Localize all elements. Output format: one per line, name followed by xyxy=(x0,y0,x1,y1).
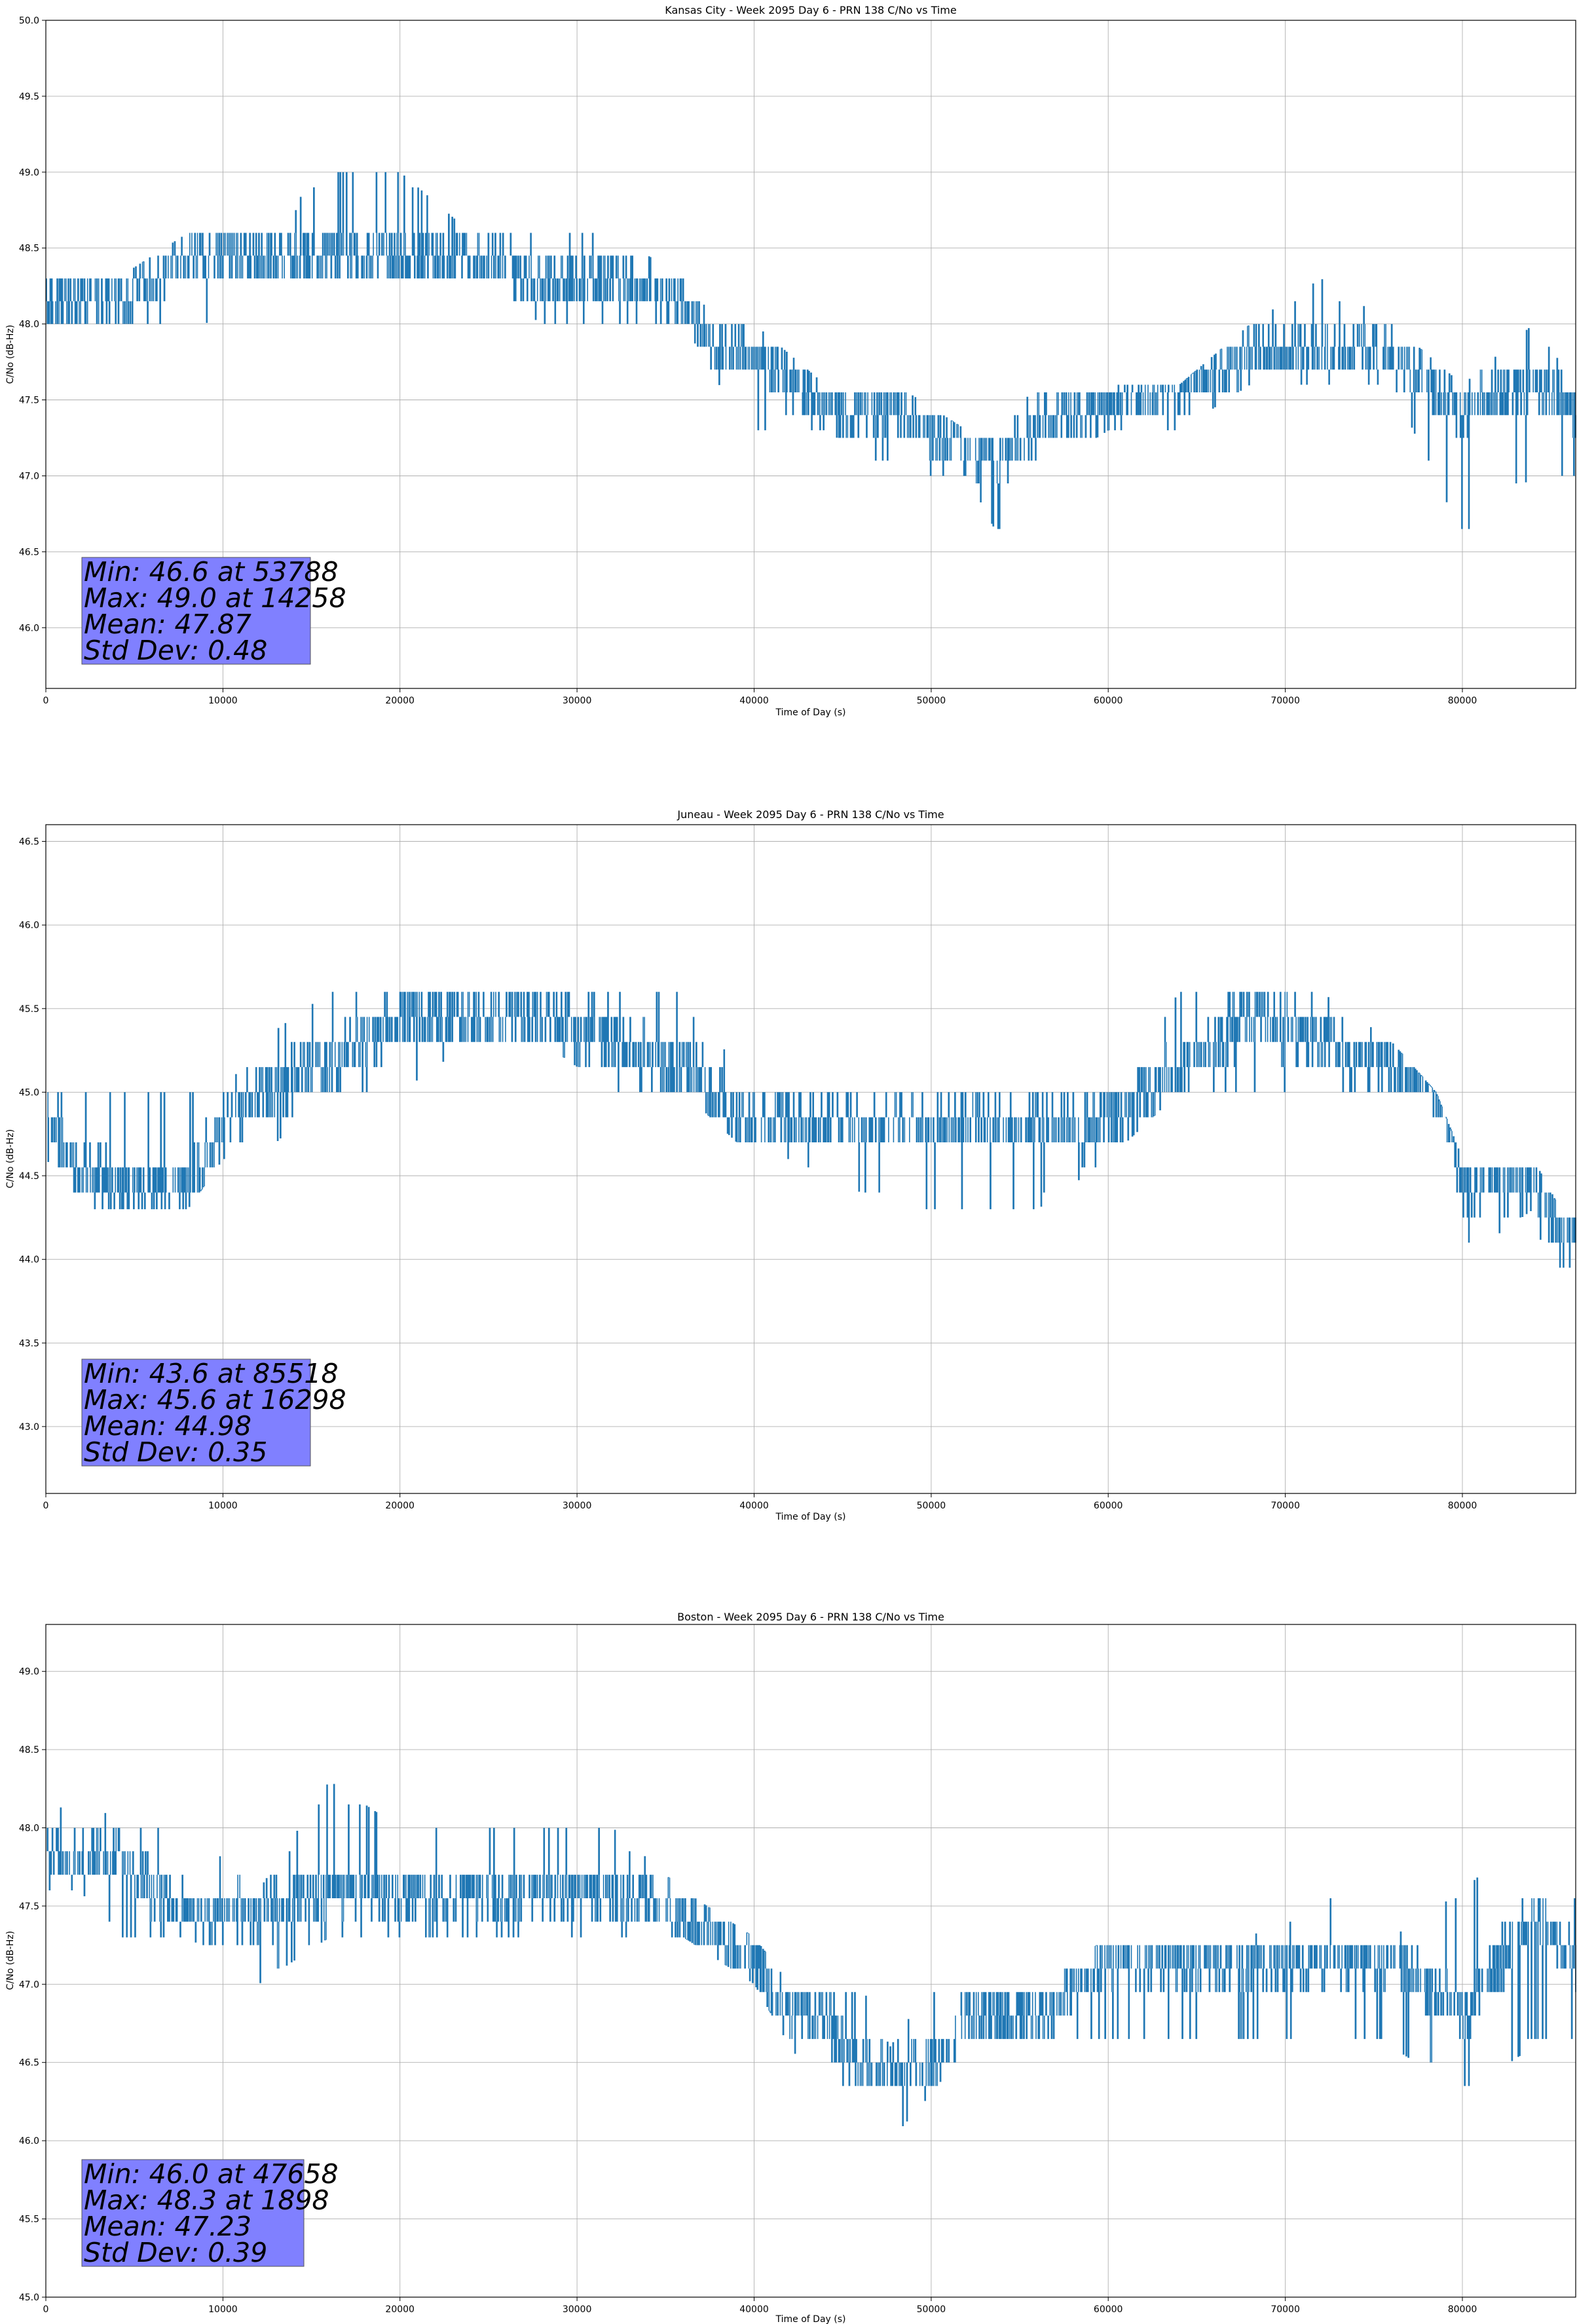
x-tick-label: 70000 xyxy=(1271,696,1300,706)
y-tick-label: 43.0 xyxy=(19,1422,39,1433)
y-tick-label: 48.5 xyxy=(19,244,39,254)
x-axis-label: Time of Day (s) xyxy=(775,1512,846,1522)
chart-title: Kansas City - Week 2095 Day 6 - PRN 138 … xyxy=(665,4,956,16)
y-axis-ticks: 43.0 43.5 44.0 44.5 45.0 45.5 46.0 46.5 xyxy=(19,837,46,1433)
y-tick-label: 46.5 xyxy=(19,2058,39,2069)
x-tick-label: 0 xyxy=(43,696,49,706)
x-tick-label: 20000 xyxy=(385,2304,415,2315)
y-tick-label: 47.0 xyxy=(19,472,39,482)
y-tick-label: 47.5 xyxy=(19,1902,39,1912)
stats-box: Min: 43.6 at 85518 Max: 45.6 at 16298 Me… xyxy=(81,1358,346,1468)
x-tick-label: 80000 xyxy=(1448,1501,1477,1511)
x-tick-label: 10000 xyxy=(208,696,238,706)
chart-panel-boston: Boston - Week 2095 Day 6 - PRN 138 C/No … xyxy=(5,1611,1576,2324)
plot-frame xyxy=(45,20,1576,689)
stat-std-dev: Std Dev: 0.35 xyxy=(84,1436,267,1468)
stats-box-background xyxy=(81,557,311,665)
y-tick-label: 49.5 xyxy=(19,92,39,102)
plot-frame xyxy=(45,1624,1576,2298)
stats-box-background xyxy=(81,2159,305,2267)
y-tick-label: 45.0 xyxy=(19,1087,39,1098)
x-axis-ticks: 0 10000 20000 30000 40000 50000 60000 70000 8000… xyxy=(43,688,1477,706)
y-tick-label: 45.5 xyxy=(19,2215,39,2225)
stats-box: Min: 46.6 at 53788 Max: 49.0 at 14258 Me… xyxy=(81,556,346,666)
stat-max: Max: 49.0 at 14258 xyxy=(84,582,346,614)
x-tick-label: 20000 xyxy=(385,1501,415,1511)
x-tick-label: 30000 xyxy=(563,2304,592,2315)
stat-min: Min: 46.6 at 53788 xyxy=(84,556,339,588)
y-tick-label: 50.0 xyxy=(19,16,39,26)
y-tick-label: 47.0 xyxy=(19,1979,39,1990)
x-tick-label: 40000 xyxy=(739,1501,769,1511)
x-tick-label: 10000 xyxy=(208,2304,238,2315)
stat-max: Max: 48.3 at 1898 xyxy=(84,2184,329,2216)
stat-mean: Mean: 44.98 xyxy=(84,1410,251,1442)
x-tick-label: 30000 xyxy=(563,696,592,706)
y-axis-ticks: 46.0 46.5 47.0 47.5 48.0 48.5 49.0 49.5 50.0 xyxy=(19,16,46,633)
y-tick-label: 48.0 xyxy=(19,1824,39,1834)
x-tick-label: 0 xyxy=(43,1501,49,1511)
x-tick-label: 70000 xyxy=(1271,1501,1300,1511)
chart-title: Juneau - Week 2095 Day 6 - PRN 138 C/No … xyxy=(677,808,944,821)
y-tick-label: 46.0 xyxy=(19,920,39,931)
x-axis-label: Time of Day (s) xyxy=(775,707,846,718)
y-axis-label: C/No (dB-Hz) xyxy=(5,1931,16,1990)
x-axis-ticks: 0 10000 20000 30000 40000 50000 60000 70000 8000… xyxy=(43,1493,1477,1511)
x-tick-label: 0 xyxy=(43,2304,49,2315)
stats-box-background xyxy=(81,1359,311,1467)
y-tick-label: 49.0 xyxy=(19,1667,39,1677)
x-tick-label: 60000 xyxy=(1094,2304,1123,2315)
x-tick-label: 60000 xyxy=(1094,1501,1123,1511)
y-tick-label: 45.5 xyxy=(19,1004,39,1015)
y-tick-label: 49.0 xyxy=(19,168,39,178)
x-axis-label: Time of Day (s) xyxy=(775,2314,846,2324)
x-tick-label: 80000 xyxy=(1448,696,1477,706)
x-tick-label: 80000 xyxy=(1448,2304,1477,2315)
y-tick-label: 46.5 xyxy=(19,837,39,848)
y-axis-ticks: 45.0 45.5 46.0 46.5 47.0 47.5 48.0 48.5 49.0 xyxy=(19,1667,46,2303)
x-tick-label: 50000 xyxy=(917,696,946,706)
y-tick-label: 43.5 xyxy=(19,1338,39,1349)
x-tick-label: 20000 xyxy=(385,696,415,706)
x-tick-label: 50000 xyxy=(917,2304,946,2315)
chart-title: Boston - Week 2095 Day 6 - PRN 138 C/No … xyxy=(677,1611,944,1623)
y-tick-label: 44.0 xyxy=(19,1255,39,1265)
y-tick-label: 44.5 xyxy=(19,1171,39,1182)
x-tick-label: 30000 xyxy=(563,1501,592,1511)
chart-panel-kansas-city: Kansas City - Week 2095 Day 6 - PRN 138 … xyxy=(5,4,1576,718)
stat-max: Max: 45.6 at 16298 xyxy=(84,1384,346,1415)
y-axis-label: C/No (dB-Hz) xyxy=(5,325,16,384)
y-tick-label: 47.5 xyxy=(19,396,39,406)
x-tick-label: 50000 xyxy=(917,1501,946,1511)
stat-mean: Mean: 47.87 xyxy=(84,609,251,640)
plot-frame xyxy=(45,824,1576,1494)
stat-min: Min: 43.6 at 85518 xyxy=(84,1358,339,1389)
y-tick-label: 46.5 xyxy=(19,547,39,557)
y-tick-label: 48.0 xyxy=(19,320,39,330)
y-axis-label: C/No (dB-Hz) xyxy=(5,1129,16,1188)
chart-panel-juneau: Juneau - Week 2095 Day 6 - PRN 138 C/No … xyxy=(5,808,1576,1522)
stats-box: Min: 46.0 at 47658 Max: 48.3 at 1898 Mea… xyxy=(81,2158,339,2268)
x-tick-label: 40000 xyxy=(739,696,769,706)
x-tick-label: 70000 xyxy=(1271,2304,1300,2315)
y-tick-label: 45.0 xyxy=(19,2293,39,2303)
y-tick-label: 46.0 xyxy=(19,2136,39,2146)
stat-mean: Mean: 47.23 xyxy=(84,2211,251,2242)
stat-std-dev: Std Dev: 0.48 xyxy=(84,635,267,666)
x-tick-label: 10000 xyxy=(208,1501,238,1511)
x-axis-ticks: 0 10000 20000 30000 40000 50000 60000 70000 8000… xyxy=(43,2297,1477,2315)
y-tick-label: 46.0 xyxy=(19,623,39,633)
stat-min: Min: 46.0 at 47658 xyxy=(84,2158,339,2190)
x-tick-label: 40000 xyxy=(739,2304,769,2315)
x-tick-label: 60000 xyxy=(1094,696,1123,706)
y-tick-label: 48.5 xyxy=(19,1745,39,1755)
stat-std-dev: Std Dev: 0.39 xyxy=(84,2237,267,2268)
grid-lines xyxy=(45,20,1576,688)
